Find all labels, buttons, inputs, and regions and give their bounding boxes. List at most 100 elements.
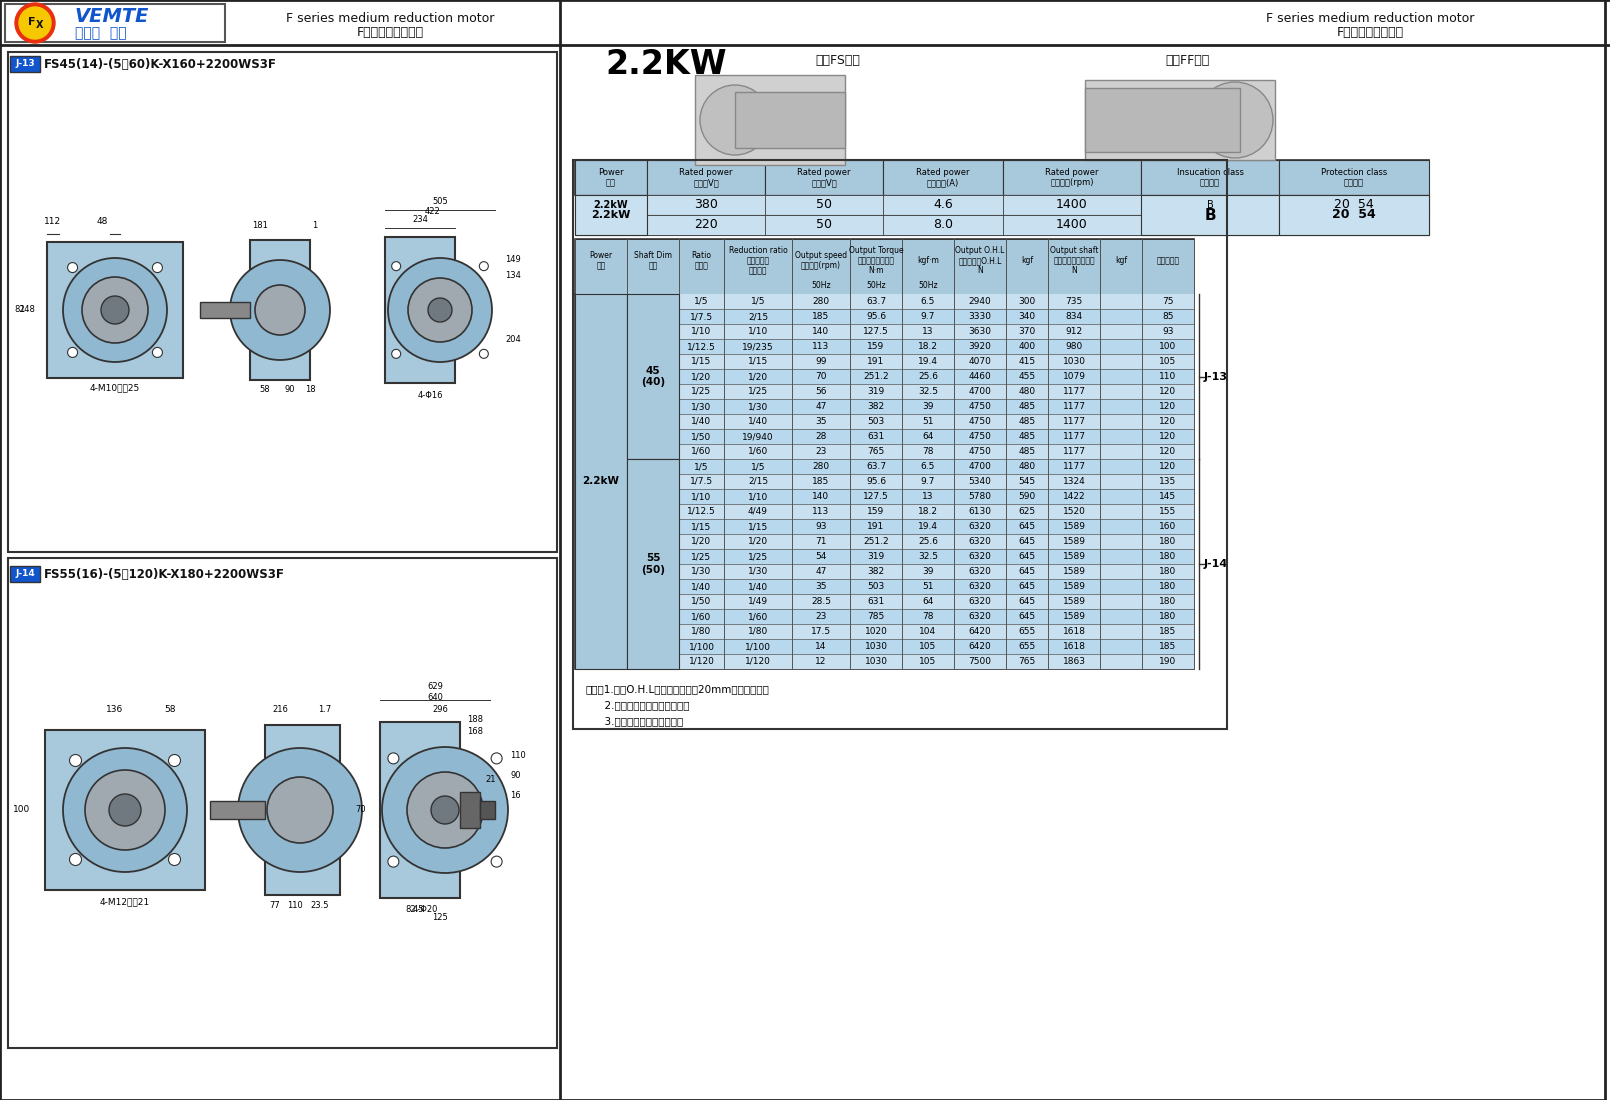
Text: 25.6: 25.6 (918, 537, 939, 546)
Text: Insucation class
絕緣等級: Insucation class 絕緣等級 (1177, 168, 1243, 187)
Circle shape (169, 755, 180, 767)
Text: 1589: 1589 (1063, 612, 1085, 621)
Text: 93: 93 (815, 522, 828, 531)
Text: 13: 13 (923, 492, 934, 500)
Text: 1/12.5: 1/12.5 (687, 507, 716, 516)
Text: 1/60: 1/60 (749, 612, 768, 621)
Circle shape (428, 298, 452, 322)
Text: 25.6: 25.6 (918, 372, 939, 381)
Text: 50: 50 (816, 219, 832, 231)
Text: 159: 159 (868, 342, 884, 351)
Text: 545: 545 (1019, 477, 1035, 486)
Text: 1/30: 1/30 (691, 402, 712, 411)
Text: 1/15: 1/15 (749, 522, 768, 531)
Text: 455: 455 (1019, 372, 1035, 381)
Text: 1/20: 1/20 (749, 372, 768, 381)
Bar (575, 504, 1195, 519)
Text: 134: 134 (506, 271, 522, 279)
Text: （注）1.帶於O.H.L頁輸出軸頭端面20mm位置的數值。: （注）1.帶於O.H.L頁輸出軸頭端面20mm位置的數值。 (584, 684, 770, 694)
Text: 1618: 1618 (1063, 627, 1085, 636)
Text: 1/30: 1/30 (749, 566, 768, 576)
Bar (882, 160, 1003, 195)
Text: 980: 980 (1066, 342, 1082, 351)
Text: 2.2kW: 2.2kW (591, 210, 631, 220)
Text: 135: 135 (1159, 477, 1177, 486)
Text: 35: 35 (815, 417, 828, 426)
Text: 251.2: 251.2 (863, 372, 889, 381)
Bar (575, 429, 1195, 444)
Circle shape (68, 348, 77, 358)
Text: 82: 82 (14, 306, 26, 315)
Text: 140: 140 (813, 492, 829, 500)
Text: 4750: 4750 (969, 402, 992, 411)
Text: 180: 180 (1159, 612, 1177, 621)
Bar (10, 566, 40, 582)
Text: 1/10: 1/10 (691, 327, 712, 336)
Circle shape (491, 752, 502, 763)
Text: 645: 645 (1019, 522, 1035, 531)
Text: F series medium reduction motor: F series medium reduction motor (287, 11, 494, 24)
Text: 70: 70 (815, 372, 828, 381)
Text: VEMTE: VEMTE (76, 7, 150, 25)
Bar (1100, 239, 1141, 294)
Text: 422: 422 (423, 208, 440, 217)
Text: 6320: 6320 (969, 566, 992, 576)
Text: 8.0: 8.0 (934, 219, 953, 231)
Text: 32.5: 32.5 (918, 552, 939, 561)
Bar (1278, 195, 1430, 214)
Bar (266, 725, 340, 895)
Text: 485: 485 (1019, 447, 1035, 456)
Bar (955, 239, 1006, 294)
Text: 1589: 1589 (1063, 582, 1085, 591)
Text: 21: 21 (485, 776, 496, 784)
Text: 485: 485 (1019, 402, 1035, 411)
Bar (724, 239, 792, 294)
Text: 1/120: 1/120 (745, 657, 771, 665)
Text: 1/5: 1/5 (694, 462, 708, 471)
Text: 1/25: 1/25 (749, 552, 768, 561)
Text: 110: 110 (510, 750, 526, 759)
Text: kgf: kgf (1116, 256, 1127, 265)
Text: 17.5: 17.5 (811, 627, 831, 636)
Bar (575, 534, 1195, 549)
Bar (575, 474, 1195, 490)
Text: 160: 160 (1159, 522, 1177, 531)
Text: 1/20: 1/20 (691, 372, 712, 381)
Text: 1030: 1030 (865, 657, 887, 665)
Bar (5, 4, 225, 42)
Text: J-13: J-13 (1204, 372, 1228, 382)
Circle shape (69, 854, 82, 866)
Text: 104: 104 (919, 627, 937, 636)
Text: 1520: 1520 (1063, 507, 1085, 516)
Text: 50Hz: 50Hz (811, 282, 831, 290)
Text: 中實FF系列: 中實FF系列 (1166, 54, 1209, 66)
Text: 75: 75 (1162, 297, 1174, 306)
Text: 110: 110 (1159, 372, 1177, 381)
Text: 18.2: 18.2 (918, 507, 939, 516)
Text: 4/49: 4/49 (749, 507, 768, 516)
Text: 1/100: 1/100 (689, 642, 715, 651)
Text: 280: 280 (813, 462, 829, 471)
Text: 1177: 1177 (1063, 417, 1085, 426)
Text: 1/10: 1/10 (749, 492, 768, 500)
Text: 35: 35 (815, 582, 828, 591)
Text: 23: 23 (815, 447, 826, 456)
Text: 185: 185 (813, 312, 829, 321)
Text: 140: 140 (813, 327, 829, 336)
Text: 1177: 1177 (1063, 402, 1085, 411)
Text: 645: 645 (1019, 552, 1035, 561)
Text: 191: 191 (868, 522, 884, 531)
Bar (575, 239, 1195, 294)
Text: 18.2: 18.2 (918, 342, 939, 351)
Circle shape (391, 262, 401, 271)
Text: 64: 64 (923, 432, 934, 441)
Text: 1177: 1177 (1063, 462, 1085, 471)
Text: 1589: 1589 (1063, 566, 1085, 576)
Text: 834: 834 (1066, 312, 1082, 321)
Circle shape (431, 796, 459, 824)
Text: 180: 180 (1159, 566, 1177, 576)
Text: 5780: 5780 (969, 492, 992, 500)
Bar (626, 239, 679, 294)
Bar (902, 239, 955, 294)
Circle shape (382, 747, 509, 873)
